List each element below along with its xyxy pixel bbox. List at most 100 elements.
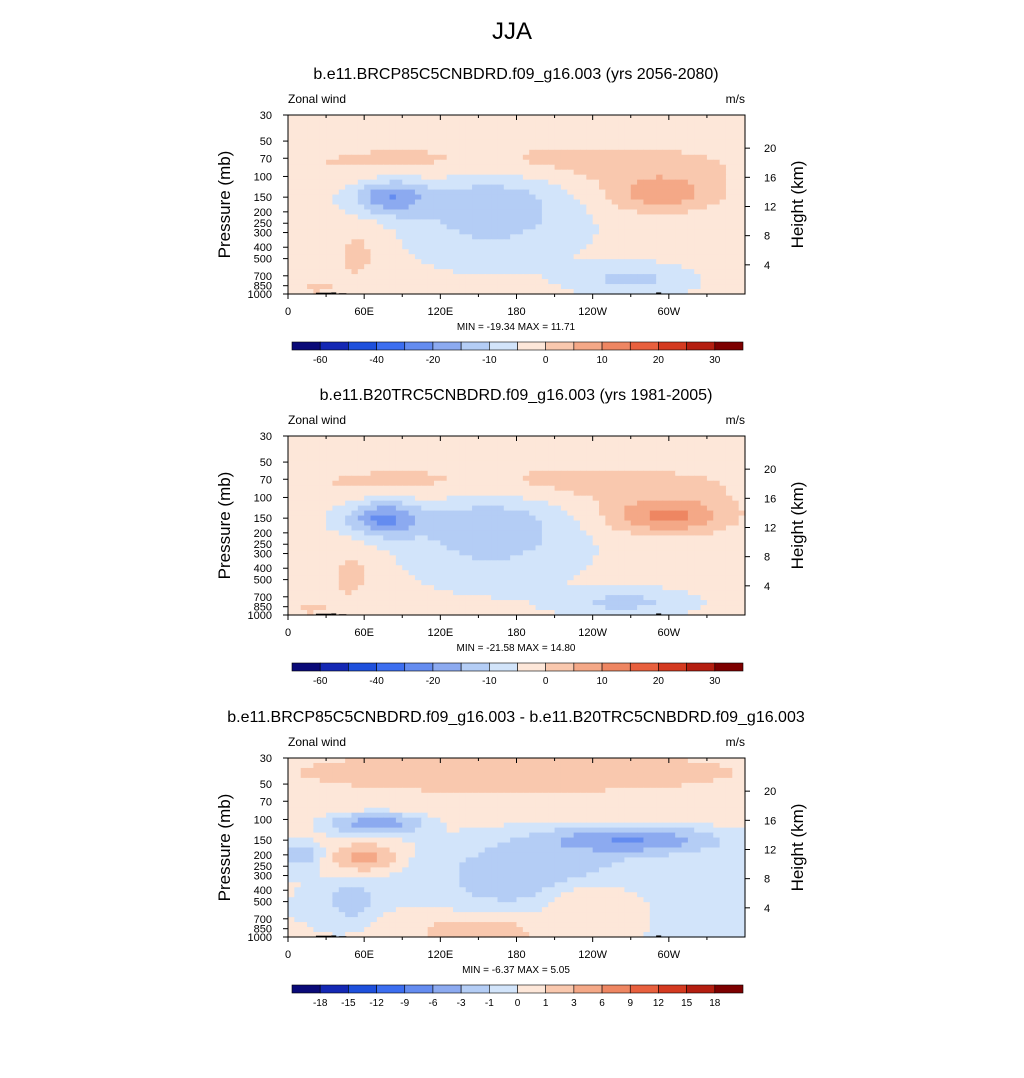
- contour-cell: [637, 180, 644, 186]
- contour-cell: [707, 496, 714, 502]
- contour-cell: [491, 565, 498, 571]
- contour-cell: [574, 205, 581, 211]
- contour-cell: [726, 180, 733, 186]
- contour-cell: [637, 259, 644, 265]
- contour-cell: [415, 155, 422, 161]
- contour-cell: [390, 205, 397, 211]
- contour-cell: [421, 521, 428, 527]
- contour-cell: [688, 165, 695, 171]
- contour-cell: [383, 486, 390, 492]
- contour-cell: [637, 526, 644, 532]
- contour-cell: [510, 224, 517, 230]
- contour-cell: [409, 165, 416, 171]
- contour-cell: [662, 511, 669, 517]
- contour-cell: [313, 446, 320, 452]
- contour-cell: [307, 219, 314, 225]
- contour-cell: [294, 155, 301, 161]
- contour-cell: [688, 155, 695, 161]
- contour-cell: [339, 135, 346, 141]
- contour-cell: [624, 570, 631, 576]
- contour-cell: [574, 185, 581, 191]
- contour-cell: [548, 441, 555, 447]
- contour-cell: [682, 209, 689, 215]
- contour-cell: [637, 200, 644, 206]
- contour-cell: [650, 511, 657, 517]
- contour-cell: [631, 496, 638, 502]
- contour-cell: [396, 516, 403, 522]
- contour-cell: [320, 590, 327, 596]
- contour-cell: [390, 145, 397, 151]
- contour-cell: [294, 274, 301, 280]
- contour-cell: [466, 205, 473, 211]
- contour-cell: [371, 526, 378, 532]
- contour-cell: [637, 175, 644, 181]
- contour-cell: [497, 526, 504, 532]
- contour-cell: [440, 145, 447, 151]
- contour-cell: [656, 214, 663, 220]
- contour-cell: [688, 585, 695, 591]
- contour-cell: [688, 269, 695, 275]
- contour-cell: [453, 481, 460, 487]
- contour-cell: [320, 476, 327, 482]
- contour-cell: [371, 160, 378, 166]
- contour-cell: [358, 155, 365, 161]
- contour-cell: [732, 279, 739, 285]
- contour-cell: [662, 555, 669, 561]
- contour-cell: [320, 461, 327, 467]
- contour-cell: [662, 476, 669, 482]
- contour-cell: [320, 185, 327, 191]
- contour-cell: [504, 209, 511, 215]
- contour-cell: [332, 501, 339, 507]
- contour-cell: [440, 165, 447, 171]
- contour-cell: [440, 471, 447, 477]
- contour-cell: [421, 274, 428, 280]
- contour-cell: [307, 150, 314, 156]
- contour-cell: [339, 461, 346, 467]
- contour-cell: [567, 284, 574, 290]
- contour-cell: [485, 570, 492, 576]
- contour-cell: [517, 264, 524, 270]
- contour-cell: [294, 195, 301, 201]
- contour-cell: [440, 585, 447, 591]
- contour-cell: [517, 526, 524, 532]
- contour-cell: [288, 254, 295, 260]
- contour-cell: [567, 466, 574, 472]
- contour-cell: [542, 180, 549, 186]
- contour-cell: [555, 446, 562, 452]
- contour-cell: [478, 526, 485, 532]
- contour-cell: [383, 471, 390, 477]
- contour-cell: [561, 175, 568, 181]
- contour-cell: [409, 145, 416, 151]
- contour-cell: [326, 209, 333, 215]
- contour-cell: [459, 555, 466, 561]
- contour-cell: [472, 279, 479, 285]
- contour-cell: [377, 175, 384, 181]
- contour-cell: [586, 150, 593, 156]
- contour-cell: [523, 165, 530, 171]
- contour-cell: [485, 234, 492, 240]
- contour-cell: [390, 441, 397, 447]
- contour-cell: [599, 125, 606, 131]
- contour-cell: [732, 436, 739, 442]
- contour-cell: [459, 130, 466, 136]
- contour-cell: [624, 224, 631, 230]
- contour-cell: [624, 190, 631, 196]
- contour-cell: [332, 496, 339, 502]
- contour-cell: [732, 550, 739, 556]
- contour-cell: [599, 506, 606, 512]
- contour-cell: [688, 170, 695, 176]
- contour-cell: [567, 585, 574, 591]
- contour-cell: [339, 165, 346, 171]
- contour-cell: [466, 545, 473, 551]
- contour-cell: [390, 259, 397, 265]
- contour-cell: [726, 274, 733, 280]
- contour-cell: [415, 471, 422, 477]
- contour-cell: [491, 219, 498, 225]
- contour-cell: [656, 511, 663, 517]
- contour-cell: [415, 511, 422, 517]
- contour-cell: [371, 185, 378, 191]
- contour-cell: [536, 140, 543, 146]
- contour-cell: [593, 284, 600, 290]
- contour-cell: [440, 284, 447, 290]
- contour-cell: [561, 244, 568, 250]
